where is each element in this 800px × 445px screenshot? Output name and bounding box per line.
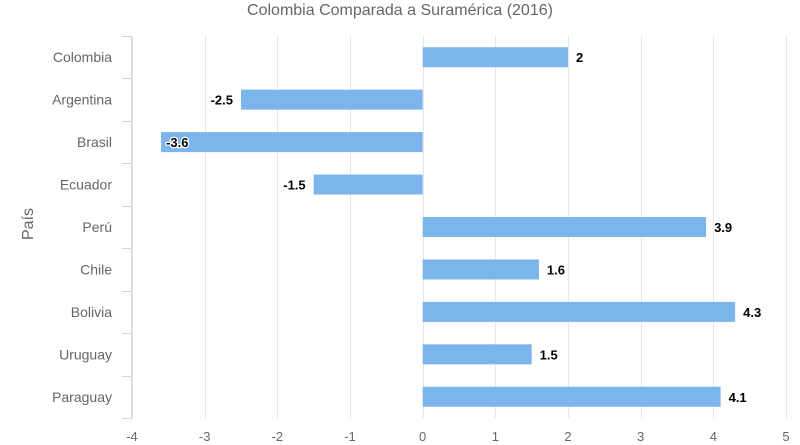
data-label: 2 xyxy=(576,50,583,65)
x-tick-label: -3 xyxy=(199,429,211,444)
chart-title: Colombia Comparada a Suramérica (2016) xyxy=(247,2,553,19)
bar-argentina[interactable] xyxy=(241,89,423,110)
bar-brasil[interactable] xyxy=(161,132,423,153)
y-axis-title: País xyxy=(20,208,37,240)
data-label: -1.5 xyxy=(283,178,305,193)
category-label: Argentina xyxy=(52,92,112,108)
bars xyxy=(161,47,736,407)
category-label: Bolivia xyxy=(71,304,112,320)
data-label: 1.6 xyxy=(547,262,565,277)
bar-chile[interactable] xyxy=(422,259,539,280)
x-tick-label: -2 xyxy=(272,429,284,444)
category-label: Uruguay xyxy=(59,346,112,362)
x-tick-label: 4 xyxy=(710,429,717,444)
category-labels: Colombia Argentina Brasil Ecuador Perú Chile B… xyxy=(52,49,112,405)
bar-bolivia[interactable] xyxy=(422,301,736,322)
category-label: Perú xyxy=(82,219,112,235)
data-label: 4.1 xyxy=(729,390,747,405)
data-label: 4.3 xyxy=(743,305,761,320)
bar-colombia[interactable] xyxy=(422,47,568,68)
category-label: Brasil xyxy=(77,134,112,150)
x-tick-label: 0 xyxy=(419,429,426,444)
bar-perú[interactable] xyxy=(422,217,707,237)
category-label: Chile xyxy=(80,261,112,277)
x-tick-label: 5 xyxy=(782,429,789,444)
category-label: Ecuador xyxy=(60,177,112,193)
x-tick-label: 3 xyxy=(637,429,644,444)
y-axis xyxy=(122,36,132,419)
data-label: -3.6 xyxy=(166,135,188,150)
data-label: -2.5 xyxy=(211,93,233,108)
bar-uruguay[interactable] xyxy=(422,344,532,365)
bar-paraguay[interactable] xyxy=(422,386,721,407)
x-tick-label: 1 xyxy=(492,429,499,444)
data-labels: 2 -2.5 -3.6 -1.5 3.9 1.6 4.3 1.5 4.1 xyxy=(165,49,763,406)
category-label: Colombia xyxy=(53,49,112,65)
bar-ecuador[interactable] xyxy=(313,174,423,195)
x-tick-label: -4 xyxy=(126,429,138,444)
x-tick-label: 2 xyxy=(564,429,571,444)
x-tick-label: -1 xyxy=(344,429,356,444)
data-label: 1.5 xyxy=(540,347,558,362)
data-label: 3.9 xyxy=(714,220,732,235)
category-label: Paraguay xyxy=(52,389,112,405)
x-tick-labels: -4 -3 -2 -1 0 1 2 3 4 5 xyxy=(126,429,789,444)
